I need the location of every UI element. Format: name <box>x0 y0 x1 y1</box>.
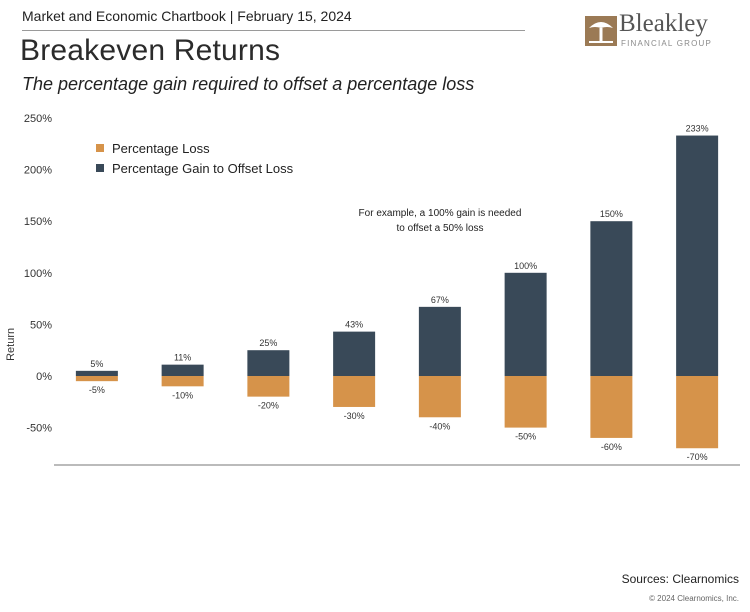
gain-bar <box>75 370 118 376</box>
legend-swatch <box>96 144 104 152</box>
y-axis-label: Return <box>5 328 17 361</box>
gain-data-label: 233% <box>686 124 709 134</box>
y-tick-label: 50% <box>30 319 52 331</box>
y-tick-label: 150% <box>24 216 52 228</box>
gain-data-label: 43% <box>345 320 363 330</box>
gain-bar <box>247 350 290 376</box>
gain-data-label: 5% <box>90 359 103 369</box>
loss-data-label: -60% <box>601 442 622 452</box>
loss-bar <box>504 376 547 428</box>
legend-label: Percentage Gain to Offset Loss <box>112 161 294 176</box>
gain-bar <box>590 221 633 376</box>
gain-data-label: 100% <box>514 261 537 271</box>
header-line: Market and Economic Chartbook | February… <box>22 8 352 24</box>
sources-note: Sources: Clearnomics <box>621 572 739 586</box>
tree-logo-icon <box>585 16 617 46</box>
y-tick-label: 100% <box>24 268 52 280</box>
loss-bar <box>590 376 633 438</box>
gain-bar <box>161 364 204 376</box>
loss-data-label: -50% <box>515 432 536 442</box>
logo-tagline: FINANCIAL GROUP <box>621 39 713 48</box>
loss-data-label: -30% <box>344 411 365 421</box>
gain-bar <box>504 272 547 376</box>
loss-data-label: -40% <box>429 421 450 431</box>
gain-bar <box>333 331 376 376</box>
y-tick-label: 200% <box>24 165 52 177</box>
page-title: Breakeven Returns <box>20 34 281 67</box>
loss-data-label: -20% <box>258 401 279 411</box>
gain-data-label: 25% <box>259 338 277 348</box>
page-subtitle: The percentage gain required to offset a… <box>22 74 475 94</box>
gain-bar <box>676 135 719 376</box>
loss-data-label: -70% <box>687 452 708 462</box>
loss-bar <box>75 376 118 382</box>
y-tick-label: 250% <box>24 113 52 125</box>
legend-swatch <box>96 164 104 172</box>
chart-annotation: For example, a 100% gain is needed <box>359 208 522 219</box>
y-tick-label: -50% <box>26 423 52 435</box>
y-tick-label: 0% <box>36 371 52 383</box>
gain-data-label: 150% <box>600 209 623 219</box>
loss-bar <box>418 376 461 418</box>
breakeven-bar-chart: -50% 0% 50% 100% 150% 200% 250% Return -5% 5% -10%… <box>5 113 740 466</box>
loss-data-label: -5% <box>89 385 105 395</box>
loss-bar <box>161 376 204 387</box>
loss-data-label: -10% <box>172 390 193 400</box>
header-rule <box>22 30 525 31</box>
company-logo: Bleakley FINANCIAL GROUP <box>585 10 725 52</box>
gain-data-label: 11% <box>174 353 191 363</box>
legend-label: Percentage Loss <box>112 141 210 156</box>
gain-bar <box>418 306 461 376</box>
loss-bar <box>676 376 719 449</box>
logo-name: Bleakley <box>619 10 708 37</box>
copyright-note: © 2024 Clearnomics, Inc. <box>649 594 739 603</box>
loss-bar <box>333 376 376 407</box>
chart-annotation: to offset a 50% loss <box>396 223 483 234</box>
loss-bar <box>247 376 290 397</box>
gain-data-label: 67% <box>431 295 449 305</box>
